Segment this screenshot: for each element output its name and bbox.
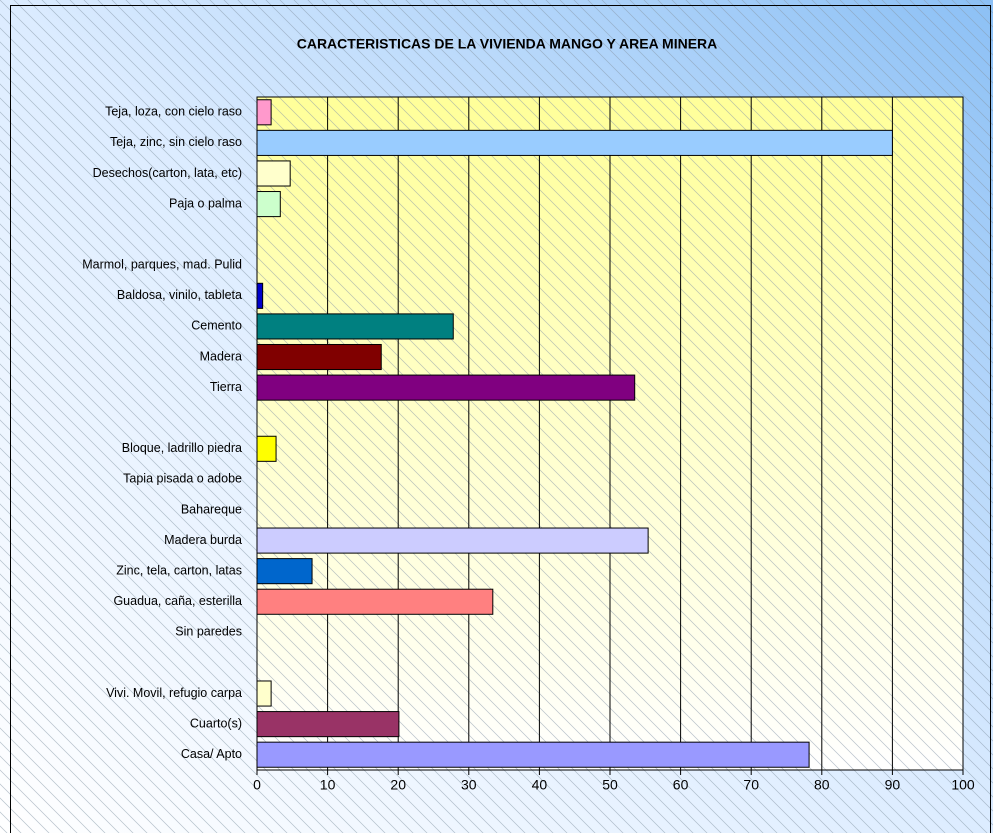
x-tick-label: 10 [320,777,336,793]
bar [256,160,291,187]
x-tick-label: 90 [885,777,901,793]
y-tick-label: Bahareque [181,502,242,516]
x-tick-label: 30 [461,777,477,793]
y-tick-label: Madera [200,349,242,363]
y-tick-label: Sin paredes [175,625,242,639]
bar [256,374,636,401]
bar [256,313,454,340]
bar [256,711,400,738]
x-tick-label: 60 [673,777,689,793]
y-tick-label: Teja, loza, con cielo raso [105,105,242,119]
bar [256,741,810,768]
x-tick-label: 50 [602,777,618,793]
x-tick-label: 20 [390,777,406,793]
y-tick-label: Tierra [210,380,242,394]
bar [256,129,893,156]
y-tick-label: Teja, zinc, sin cielo raso [110,135,242,149]
y-tick-label: Casa/ Apto [181,747,242,761]
plot-border [256,96,964,771]
y-tick-label: Desechos(carton, lata, etc) [93,166,242,180]
y-tick-label: Paja o palma [169,196,242,210]
y-tick-label: Marmol, parques, mad. Pulid [82,258,242,272]
y-tick-label: Bloque, ladrillo piedra [122,441,242,455]
y-tick-label: Vivi. Movil, refugio carpa [106,686,242,700]
bar [256,680,272,707]
y-tick-label: Guadua, caña, esterilla [113,594,242,608]
x-tick-label: 80 [814,777,830,793]
y-tick-label: Cemento [191,319,242,333]
x-tick-label: 70 [743,777,759,793]
bar [256,282,264,309]
y-tick-label: Cuarto(s) [190,716,242,730]
bar [256,435,277,462]
bar [256,527,649,554]
bar [256,343,382,371]
bar [256,558,313,585]
x-tick-label: 100 [951,777,975,793]
x-tick-label: 0 [253,777,261,793]
x-tick-label: 40 [532,777,548,793]
bar [256,191,281,218]
y-tick-label: Baldosa, vinilo, tableta [117,288,242,302]
y-tick-label: Madera burda [164,533,242,547]
bar [256,588,494,615]
y-tick-label: Zinc, tela, carton, latas [116,563,242,577]
bar [256,99,272,126]
chart-title: CARACTERISTICAS DE LA VIVIENDA MANGO Y A… [297,36,718,52]
y-tick-label: Tapia pisada o adobe [123,472,242,486]
